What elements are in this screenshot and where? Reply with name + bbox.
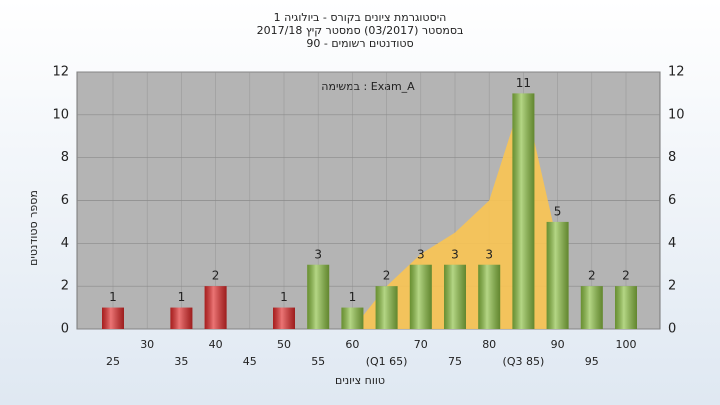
data-label: 2 — [588, 269, 596, 283]
x-axis-label: טווח ציונים — [335, 374, 385, 387]
bar-shade — [102, 307, 124, 329]
x-tick-label: 50 — [277, 338, 291, 351]
y-tick-label: 4 — [668, 236, 676, 251]
chart-subtitle: סטודנטים רשומים - 90 — [306, 37, 413, 50]
bar-shade — [512, 93, 535, 330]
data-label: 2 — [622, 269, 630, 283]
data-label: 3 — [417, 247, 425, 261]
y-tick-label: 4 — [61, 236, 69, 251]
bar-shade — [615, 286, 637, 329]
x-tick-label: (Q1 65) — [366, 355, 408, 368]
x-tick-label: 75 — [448, 355, 462, 368]
data-label: 11 — [516, 76, 531, 90]
y-tick-label: 8 — [61, 150, 69, 165]
x-tick-label: 80 — [482, 338, 496, 351]
chart-title: היסטוגרמת ציונים בקורס - ביולוגיה 1 — [274, 11, 447, 24]
y-tick-label: 12 — [668, 65, 685, 80]
y-tick-label: 2 — [668, 279, 676, 294]
x-tick-label: (Q3 85) — [503, 355, 545, 368]
y-tick-label: 0 — [61, 322, 69, 337]
x-tick-label: 90 — [551, 338, 565, 351]
x-tick-label: 30 — [140, 338, 154, 351]
y-tick-label: 6 — [61, 193, 69, 208]
area — [352, 93, 558, 330]
chart-subtitle: בסמסטר (03/2017) סמסטר קיץ 2017/18 — [257, 24, 464, 37]
bar-shade — [409, 264, 432, 329]
x-tick-label: 35 — [174, 355, 188, 368]
x-tick-label: 40 — [209, 338, 223, 351]
bar-shade — [580, 286, 603, 329]
data-label: 1 — [109, 290, 117, 304]
x-tick-label: 95 — [585, 355, 599, 368]
bar-shade — [478, 264, 501, 329]
bar-shade — [170, 307, 193, 329]
x-tick-label: 55 — [311, 355, 325, 368]
bar-shade — [307, 264, 330, 329]
bar-shade — [204, 286, 227, 329]
data-label: 3 — [485, 247, 493, 261]
bar-shade — [375, 286, 398, 329]
data-label: 3 — [451, 247, 459, 261]
bar-shade — [546, 221, 569, 329]
y-tick-label: 0 — [668, 322, 676, 337]
x-tick-label: 45 — [243, 355, 257, 368]
y-tick-label: 2 — [61, 279, 69, 294]
data-label: 3 — [314, 247, 322, 261]
y-tick-label: 10 — [52, 107, 69, 122]
data-label: 2 — [212, 269, 220, 283]
y-tick-label: 6 — [668, 193, 676, 208]
x-tick-label: 70 — [414, 338, 428, 351]
x-tick-label: 60 — [345, 338, 359, 351]
annotation: במשימה : Exam_A — [321, 80, 415, 93]
x-tick-label: 100 — [616, 338, 637, 351]
data-label: 1 — [280, 290, 288, 304]
y-axis-label: מספר סטודנטים — [27, 190, 40, 266]
data-label: 1 — [178, 290, 186, 304]
x-tick-label: 25 — [106, 355, 120, 368]
bar-shade — [444, 264, 466, 329]
data-label: 5 — [554, 204, 562, 218]
y-tick-label: 12 — [52, 65, 69, 80]
bar-shade — [273, 307, 295, 329]
y-tick-label: 8 — [668, 150, 676, 165]
data-label: 2 — [383, 269, 391, 283]
data-label: 1 — [349, 290, 357, 304]
bar-shade — [341, 307, 364, 329]
y-tick-label: 10 — [668, 107, 685, 122]
